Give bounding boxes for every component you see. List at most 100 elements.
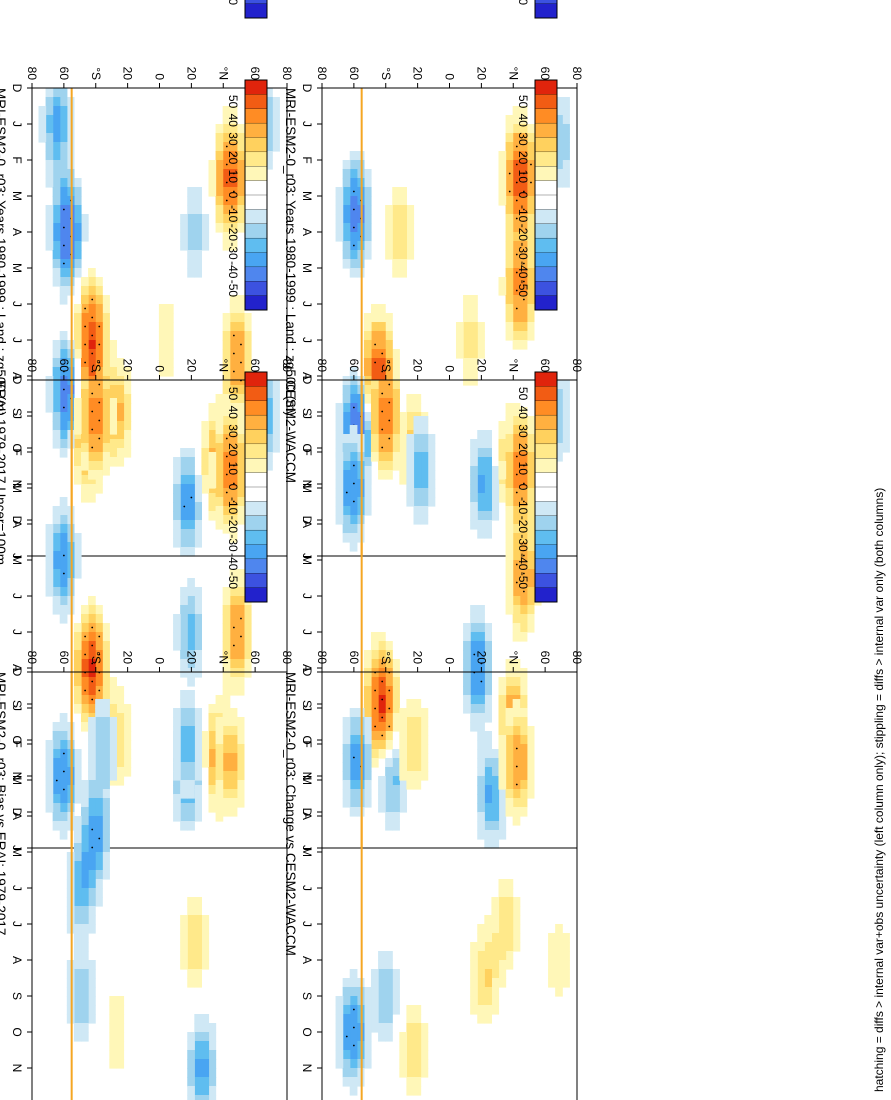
heatmap-cell <box>236 677 245 687</box>
stipple-dot <box>515 747 518 750</box>
heatmap-cell <box>88 780 96 790</box>
heatmap-cell <box>102 295 110 305</box>
heatmap-cell <box>88 735 96 745</box>
stipple-dot <box>98 383 101 386</box>
heatmap-cell <box>123 704 132 714</box>
heatmap-cell <box>562 124 570 134</box>
heatmap-cell <box>201 430 210 440</box>
heatmap-cell <box>519 623 528 633</box>
heatmap-cell <box>470 295 478 305</box>
heatmap-cell <box>363 448 372 458</box>
heatmap-cell <box>66 897 75 907</box>
heatmap-cell <box>66 596 75 606</box>
heatmap-cell <box>335 187 344 197</box>
heatmap-cell <box>356 452 365 462</box>
heatmap-cell <box>229 142 238 152</box>
heatmap-cell <box>66 403 75 413</box>
heatmap-cell <box>399 250 407 260</box>
heatmap-cell <box>229 416 238 426</box>
heatmap-cell <box>187 484 195 494</box>
heatmap-cell <box>363 744 372 754</box>
heatmap-cell <box>342 978 351 988</box>
colorbar-swatch <box>244 544 268 560</box>
heatmap-cell <box>194 493 202 503</box>
x-tick-label: J <box>10 553 24 559</box>
stipple-dot <box>62 262 65 265</box>
heatmap-cell <box>413 1032 422 1042</box>
heatmap-cell <box>342 223 351 233</box>
x-tick-label: O <box>10 735 24 744</box>
stipple-dot <box>374 725 377 728</box>
stipple-dot <box>62 208 65 211</box>
heatmap-cell <box>477 493 485 503</box>
y-tick-label: 80 <box>25 651 39 665</box>
heatmap-cell <box>52 605 61 615</box>
heatmap-cell <box>512 515 521 525</box>
heatmap-cell <box>229 753 238 763</box>
heatmap-cell <box>477 969 485 979</box>
heatmap-cell <box>222 659 231 669</box>
stipple-dot <box>515 307 518 310</box>
heatmap-cell <box>116 722 125 732</box>
heatmap-cell <box>399 771 407 781</box>
heatmap-cell <box>512 942 521 952</box>
heatmap-cell <box>116 704 125 714</box>
heatmap-cell <box>88 717 96 727</box>
heatmap-cell <box>512 277 521 287</box>
heatmap-cell <box>484 812 492 822</box>
heatmap-cell <box>420 443 429 453</box>
heatmap-cell <box>512 816 521 826</box>
heatmap-cell <box>215 151 224 161</box>
heatmap-cell <box>498 484 507 494</box>
heatmap-cell <box>236 515 245 525</box>
heatmap-cell <box>512 416 521 426</box>
y-tick-label: 0 <box>153 73 167 80</box>
colorbar-frame <box>534 0 558 19</box>
heatmap-cell <box>222 416 231 426</box>
heatmap-cell <box>392 1005 400 1015</box>
colorbar-swatch <box>534 223 558 239</box>
heatmap-cell <box>413 443 422 453</box>
heatmap-cell <box>116 1023 125 1033</box>
heatmap-cell <box>208 1068 217 1078</box>
heatmap-cell <box>406 771 415 781</box>
colorbar-swatch <box>534 237 558 253</box>
heatmap-cell <box>370 1005 379 1015</box>
heatmap-cell <box>116 758 125 768</box>
heatmap-cell <box>52 812 61 822</box>
heatmap-cell <box>470 722 478 732</box>
heatmap-cell <box>102 398 110 408</box>
stipple-dot <box>232 446 235 449</box>
heatmap-cell <box>180 484 188 494</box>
heatmap-cell <box>363 457 372 467</box>
heatmap-cell <box>406 1086 415 1096</box>
heatmap-cell <box>173 475 181 485</box>
heatmap-cell <box>116 686 125 696</box>
heatmap-cell <box>88 897 96 907</box>
heatmap-cell <box>349 744 358 754</box>
heatmap-cell <box>88 744 96 754</box>
heatmap-cell <box>498 803 507 813</box>
heatmap-cell <box>363 1059 372 1069</box>
heatmap-cell <box>385 340 393 350</box>
stipple-dot <box>381 446 384 449</box>
heatmap-cell <box>236 142 245 152</box>
heatmap-cell <box>215 753 224 763</box>
heatmap-cell <box>73 313 82 323</box>
heatmap-cell <box>484 623 492 633</box>
heatmap-cell <box>392 821 400 831</box>
heatmap-cell <box>109 1023 117 1033</box>
heatmap-cell <box>180 529 188 539</box>
heatmap-cell <box>406 1014 415 1024</box>
heatmap-cell <box>52 758 61 768</box>
heatmap-cell <box>484 439 492 449</box>
heatmap-cell <box>236 425 245 435</box>
heatmap-cell <box>116 1005 125 1015</box>
heatmap-cell <box>342 470 351 480</box>
stipple-dot <box>98 325 101 328</box>
heatmap-cell <box>109 416 117 426</box>
heatmap-cell <box>52 268 61 278</box>
stipple-dot <box>352 226 355 229</box>
heatmap-cell <box>349 470 358 480</box>
